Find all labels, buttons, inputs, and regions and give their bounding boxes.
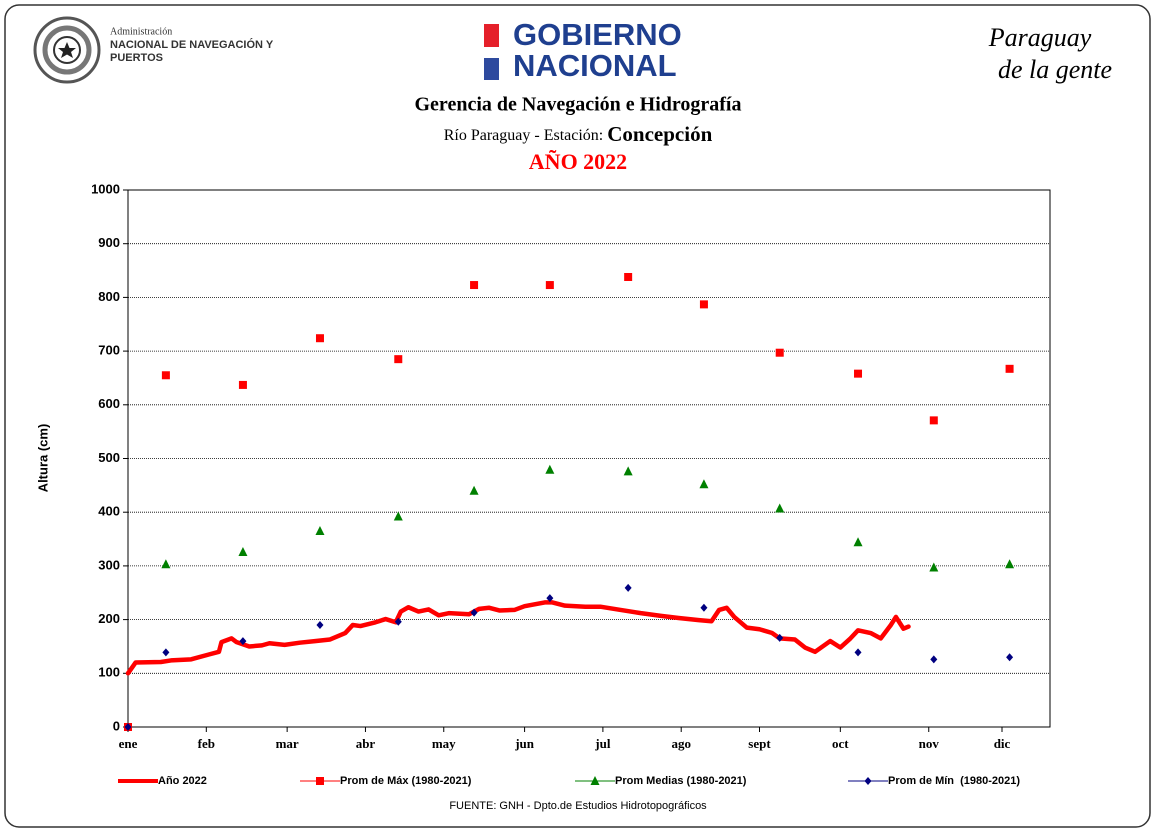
y-tick-label: 300 [98, 557, 120, 572]
marker-diamond [470, 608, 478, 617]
agency-line: NACIONAL DE NAVEGACIÓN Y [110, 38, 274, 51]
flag-red [484, 24, 499, 47]
marker-diamond [854, 648, 862, 657]
marker-triangle [623, 466, 633, 476]
agency-line: Administración [110, 26, 172, 37]
marker-triangle [161, 559, 171, 569]
marker-triangle [545, 464, 555, 474]
x-tick-label: abr [356, 736, 376, 751]
x-tick-label: may [432, 736, 456, 751]
chart-title: Gerencia de Navegación e Hidrografía [415, 94, 742, 116]
marker-triangle [853, 537, 863, 547]
source: FUENTE: GNH - Dpto.de Estudios Hidrotopo… [449, 800, 707, 812]
y-tick-label: 600 [98, 396, 120, 411]
marker-square [854, 369, 863, 378]
x-tick-label: mar [276, 736, 299, 751]
annotation: AÑO 2022 [529, 149, 627, 174]
marker-diamond [124, 723, 132, 731]
x-tick-label: ago [671, 736, 691, 751]
marker-diamond [776, 633, 784, 642]
y-tick-label: 500 [98, 450, 120, 465]
subtitle-part: Río Paraguay - Estación: [444, 127, 604, 144]
plot: 0 100 200 300 400 500 600 700 800 900 1000 ene feb ma… [91, 181, 1051, 787]
marker-square [1005, 364, 1014, 373]
series-line [125, 600, 911, 676]
marker-triangle [469, 485, 479, 495]
marker-square [394, 355, 403, 364]
marker-triangle [1005, 559, 1015, 569]
marker-diamond [864, 777, 872, 785]
marker-triangle [929, 562, 939, 572]
marker-triangle [590, 776, 600, 785]
x-tick-label: feb [198, 736, 215, 751]
marker-triangle [393, 511, 403, 521]
slogan-line: de la gente [998, 55, 1112, 84]
y-tick-label: 900 [98, 235, 120, 250]
marker-diamond [700, 603, 708, 612]
x-tick-label: sept [748, 736, 771, 751]
marker-triangle [238, 546, 248, 556]
marker-square [624, 272, 633, 281]
y-tick-label: 100 [98, 665, 120, 680]
y-tick-label: 0 [113, 718, 120, 733]
x-tick-label: oct [832, 736, 849, 751]
marker-diamond [239, 637, 247, 646]
y-tick-label: 1000 [91, 181, 120, 196]
y-axis-label: Altura (cm) [35, 424, 50, 493]
chart-subtitle: Río Paraguay - Estación: Concepción [444, 122, 713, 146]
marker-diamond [394, 617, 402, 626]
marker-square [699, 300, 708, 309]
marker-diamond [930, 655, 938, 664]
emblem [33, 16, 101, 84]
marker-square [161, 371, 170, 380]
slogan-line: Paraguay [988, 23, 1092, 52]
flag-blue [484, 58, 499, 80]
marker-triangle [699, 479, 709, 489]
marker-diamond [546, 594, 554, 603]
x-tick-label: dic [994, 736, 1011, 751]
marker-square [316, 777, 324, 785]
marker-square [470, 281, 479, 290]
x-tick-label: jul [594, 736, 611, 751]
agency-line: PUERTOS [110, 52, 163, 64]
marker-square [775, 348, 784, 357]
government-line: GOBIERNO [513, 17, 682, 52]
legend-label: Prom de Mín (1980-2021) [888, 775, 1020, 787]
marker-square [545, 281, 554, 290]
marker-square [238, 380, 247, 389]
legend-label: Prom Medias (1980-2021) [615, 775, 747, 787]
y-tick-label: 200 [98, 611, 120, 626]
marker-diamond [1006, 653, 1014, 662]
marker-diamond [162, 648, 170, 657]
legend-label: Año 2022 [158, 775, 207, 787]
marker-diamond [624, 583, 632, 592]
marker-square [929, 416, 938, 425]
marker-triangle [315, 525, 325, 535]
x-tick-label: jun [514, 736, 535, 751]
y-tick-label: 700 [98, 343, 120, 358]
marker-triangle [775, 503, 785, 513]
legend-label: Prom de Máx (1980-2021) [340, 775, 472, 787]
y-tick-label: 400 [98, 504, 120, 519]
government-line: NACIONAL [513, 48, 677, 83]
x-tick-label: ene [119, 736, 138, 751]
y-tick-label: 800 [98, 289, 120, 304]
marker-square [315, 334, 324, 343]
x-tick-label: nov [919, 736, 940, 751]
subtitle-part: Concepción [607, 122, 712, 146]
marker-diamond [316, 620, 324, 629]
